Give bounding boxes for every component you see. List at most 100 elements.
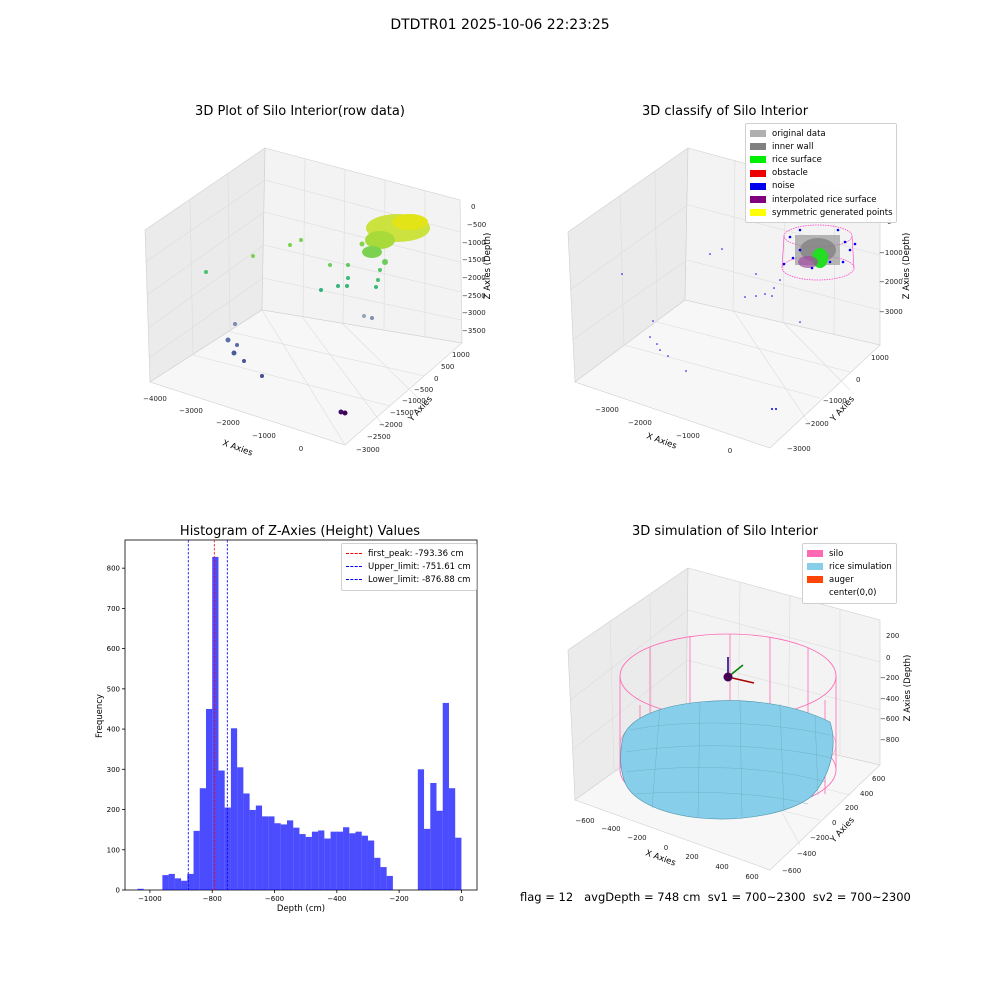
sim-x-label: X Axies (644, 848, 677, 868)
status-line: flag = 12 avgDepth = 748 cm sv1 = 700~23… (520, 890, 911, 904)
center-marker (723, 672, 733, 682)
legend-swatch (750, 156, 766, 164)
simulation-legend: silo rice simulation auger center(0,0) (802, 543, 897, 604)
y-tick-label: 500 (107, 685, 120, 693)
sim-x-tick: 400 (715, 863, 728, 871)
legend-item: rice simulation (807, 560, 892, 573)
raw-3d-plot: −4000 −3000 −2000 −1000 0 X Axies 1000 5… (143, 147, 493, 459)
sim-z-tick: −200 (880, 674, 899, 682)
legend-swatch (807, 590, 823, 597)
legend-item: Lower_limit: -876.88 cm (346, 573, 472, 586)
legend-item: obstacle (750, 167, 892, 180)
legend-item: symmetric generated points (750, 206, 893, 219)
sim-y-tick: 400 (860, 790, 873, 798)
classify-plot-title: 3D classify of Silo Interior (641, 104, 809, 119)
legend-label: original data (772, 128, 826, 139)
histogram-bar (224, 807, 231, 890)
sim-y-tick: 200 (845, 804, 858, 812)
classify-y-tick: −2000 (805, 420, 829, 428)
raw-y-tick: −3000 (356, 446, 380, 454)
legend-line-swatch (346, 579, 362, 581)
histogram-bar (237, 767, 244, 890)
raw-x-label: X Axies (221, 438, 254, 458)
histogram-bar (249, 809, 256, 890)
figure-title: DTDTR01 2025-10-06 22:23:25 (390, 17, 610, 33)
legend-swatch (750, 143, 766, 151)
depth-histogram: −1000 −800 −600 −400 −200 0 0 100 200 300 400 500 6… (95, 539, 478, 914)
legend-swatch (750, 182, 766, 190)
legend-item: noise (750, 180, 892, 193)
raw-x-tick: −2000 (216, 419, 240, 427)
legend-label: auger (829, 574, 854, 585)
histogram-bar (299, 834, 306, 890)
sim-y-tick: −600 (782, 867, 801, 875)
histogram-bar (274, 823, 281, 890)
classify-y-tick: 1000 (871, 354, 889, 362)
histogram-bar (374, 857, 381, 890)
legend-swatch (807, 563, 823, 571)
x-tick-label: −400 (327, 895, 346, 903)
histogram-bar (280, 824, 287, 890)
legend-item: original data (750, 127, 892, 140)
histogram-bar (386, 875, 393, 890)
legend-swatch (807, 550, 823, 558)
raw-z-label: Z Axies (Depth) (483, 233, 493, 300)
classify-x-label: X Axies (645, 431, 678, 451)
legend-line-swatch (346, 553, 362, 555)
raw-y-tick: −500 (414, 386, 433, 394)
legend-item: auger (807, 573, 892, 586)
raw-y-tick: 0 (434, 375, 438, 383)
histogram-bar (361, 835, 368, 890)
legend-label: center(0,0) (829, 588, 877, 599)
simulation-plot-title: 3D simulation of Silo Interior (632, 524, 818, 539)
y-tick-label: 600 (107, 645, 120, 653)
classify-x-tick: −3000 (595, 406, 619, 414)
histogram-bar (318, 830, 325, 890)
histogram-bar (286, 820, 294, 890)
raw-x-tick: 0 (299, 445, 303, 453)
histogram-bar (455, 837, 462, 890)
x-tick-label: −600 (265, 895, 284, 903)
histogram-bar (243, 793, 250, 890)
classify-y-tick: −1000 (823, 397, 847, 405)
legend-item: first_peak: -793.36 cm (346, 547, 472, 560)
raw-z-tick: −1000 (462, 239, 486, 247)
histogram-bar (430, 782, 437, 890)
raw-z-tick: −3000 (462, 309, 486, 317)
legend-label: symmetric generated points (772, 207, 893, 218)
y-tick-label: 300 (107, 766, 120, 774)
histogram-bar (193, 830, 200, 890)
histogram-bar (355, 831, 362, 890)
classify-z-label: Z Axies (Depth) (902, 233, 912, 300)
raw-y-tick: −2000 (379, 421, 403, 429)
sim-x-tick: −200 (627, 834, 646, 842)
histogram-x-label: Depth (cm) (277, 904, 325, 914)
sim-x-tick: 600 (745, 873, 758, 880)
legend-label: inner wall (772, 141, 814, 152)
legend-line-swatch (346, 566, 362, 568)
classify-y-tick: −3000 (787, 445, 811, 453)
histogram-bar (305, 836, 312, 890)
histogram-bar (199, 788, 206, 890)
histogram-bar (174, 878, 182, 890)
legend-item: Upper_limit: -751.61 cm (346, 560, 472, 573)
classify-x-tick: −1000 (676, 432, 700, 440)
histogram-bar (137, 888, 144, 890)
raw-y-tick: 1000 (452, 351, 470, 359)
legend-label: noise (772, 181, 795, 192)
y-tick-label: 400 (107, 726, 120, 734)
x-tick-label: −200 (390, 895, 409, 903)
raw-scatter-points (204, 214, 430, 416)
y-tick-label: 200 (107, 806, 120, 814)
raw-x-tick: −4000 (143, 395, 167, 403)
legend-item: inner wall (750, 140, 892, 153)
classify-z-tick: −3000 (879, 308, 903, 316)
classify-z-tick: −2000 (879, 278, 903, 286)
raw-plot-title: 3D Plot of Silo Interior(row data) (195, 104, 405, 119)
legend-swatch (750, 196, 766, 204)
y-tick-label: 0 (116, 887, 120, 895)
legend-label: first_peak: -793.36 cm (368, 548, 464, 559)
histogram-legend: first_peak: -793.36 cm Upper_limit: -751… (341, 543, 477, 591)
histogram-bar (268, 816, 275, 890)
histogram-bar (293, 827, 300, 890)
